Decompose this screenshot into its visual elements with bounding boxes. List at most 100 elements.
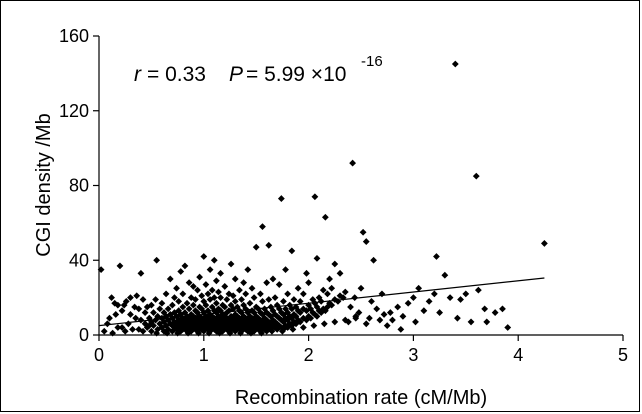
x-tick-label: 5 xyxy=(618,345,628,365)
data-point xyxy=(114,324,122,331)
data-point xyxy=(380,311,388,318)
data-point xyxy=(152,296,159,303)
data-point xyxy=(504,324,512,331)
data-point xyxy=(206,266,214,273)
data-point xyxy=(114,301,122,309)
data-point xyxy=(313,254,321,262)
data-point xyxy=(347,303,354,311)
data-point xyxy=(467,318,475,326)
data-point xyxy=(181,322,189,330)
data-point xyxy=(271,294,279,302)
data-point xyxy=(216,329,223,337)
data-point xyxy=(196,303,204,311)
y-tick-label: 0 xyxy=(79,325,89,345)
data-point xyxy=(139,296,147,303)
x-tick-label: 1 xyxy=(199,345,209,365)
data-point xyxy=(217,269,224,277)
data-point xyxy=(227,260,235,268)
y-tick-label: 40 xyxy=(69,250,89,270)
data-point xyxy=(341,288,349,296)
data-point xyxy=(181,262,189,270)
data-point xyxy=(430,290,438,298)
annotation-p-exponent: -16 xyxy=(361,53,383,70)
data-point xyxy=(185,305,193,313)
data-point xyxy=(221,312,229,320)
data-point xyxy=(368,297,375,305)
data-point xyxy=(290,296,298,303)
data-point xyxy=(163,329,171,337)
data-point xyxy=(296,297,304,305)
x-tick-label: 2 xyxy=(304,345,314,365)
data-point xyxy=(491,309,499,316)
x-tick-label: 0 xyxy=(94,345,104,365)
data-point xyxy=(184,329,192,337)
data-point xyxy=(221,283,229,290)
data-point xyxy=(145,322,153,330)
data-point xyxy=(198,292,206,300)
data-point xyxy=(139,327,147,335)
data-point xyxy=(236,286,243,294)
data-point xyxy=(313,312,321,320)
data-point xyxy=(212,322,220,330)
data-point xyxy=(305,279,312,287)
data-point xyxy=(277,195,285,202)
data-point xyxy=(238,322,245,330)
x-axis-title: Recombination rate (cM/Mb) xyxy=(235,387,487,409)
data-point xyxy=(436,309,443,316)
data-point xyxy=(288,247,296,255)
data-point xyxy=(121,327,129,335)
data-point xyxy=(259,297,266,305)
data-point xyxy=(279,327,286,335)
data-point xyxy=(226,329,234,337)
data-point xyxy=(137,316,145,324)
data-point xyxy=(210,294,218,302)
data-point xyxy=(541,240,548,247)
data-point xyxy=(194,286,201,294)
data-point xyxy=(122,297,130,305)
data-point xyxy=(294,316,302,324)
data-point xyxy=(499,305,506,313)
data-point xyxy=(268,327,276,335)
data-point xyxy=(215,312,222,320)
data-point xyxy=(324,303,331,311)
data-point xyxy=(229,292,237,300)
data-point xyxy=(150,309,157,316)
data-point xyxy=(246,312,254,320)
data-point xyxy=(246,299,254,307)
data-point xyxy=(208,312,216,320)
data-point xyxy=(310,322,318,330)
data-point xyxy=(143,303,151,311)
data-point xyxy=(97,266,105,273)
data-point xyxy=(263,327,271,335)
data-point xyxy=(202,312,210,320)
data-point xyxy=(148,327,155,335)
data-point xyxy=(233,312,241,320)
data-point xyxy=(168,301,176,309)
data-point xyxy=(294,284,302,292)
data-point xyxy=(132,314,140,322)
data-point xyxy=(328,284,336,292)
data-point xyxy=(397,325,405,333)
data-point xyxy=(399,312,407,320)
data-point xyxy=(231,322,239,330)
data-point xyxy=(457,296,464,303)
data-point xyxy=(194,322,201,330)
data-point xyxy=(189,312,197,320)
data-point xyxy=(462,290,470,298)
data-point xyxy=(328,301,336,309)
data-point xyxy=(265,296,273,303)
data-point xyxy=(137,269,145,277)
data-point xyxy=(166,275,174,283)
data-point xyxy=(259,223,266,231)
data-point xyxy=(227,312,235,320)
data-point xyxy=(284,290,292,298)
data-point xyxy=(376,316,384,324)
data-point xyxy=(244,266,252,273)
data-point xyxy=(296,318,304,326)
data-point xyxy=(433,253,440,260)
data-point xyxy=(217,294,224,302)
data-point xyxy=(187,294,195,302)
data-point xyxy=(263,322,271,330)
data-point xyxy=(451,60,459,68)
data-point xyxy=(294,307,302,315)
